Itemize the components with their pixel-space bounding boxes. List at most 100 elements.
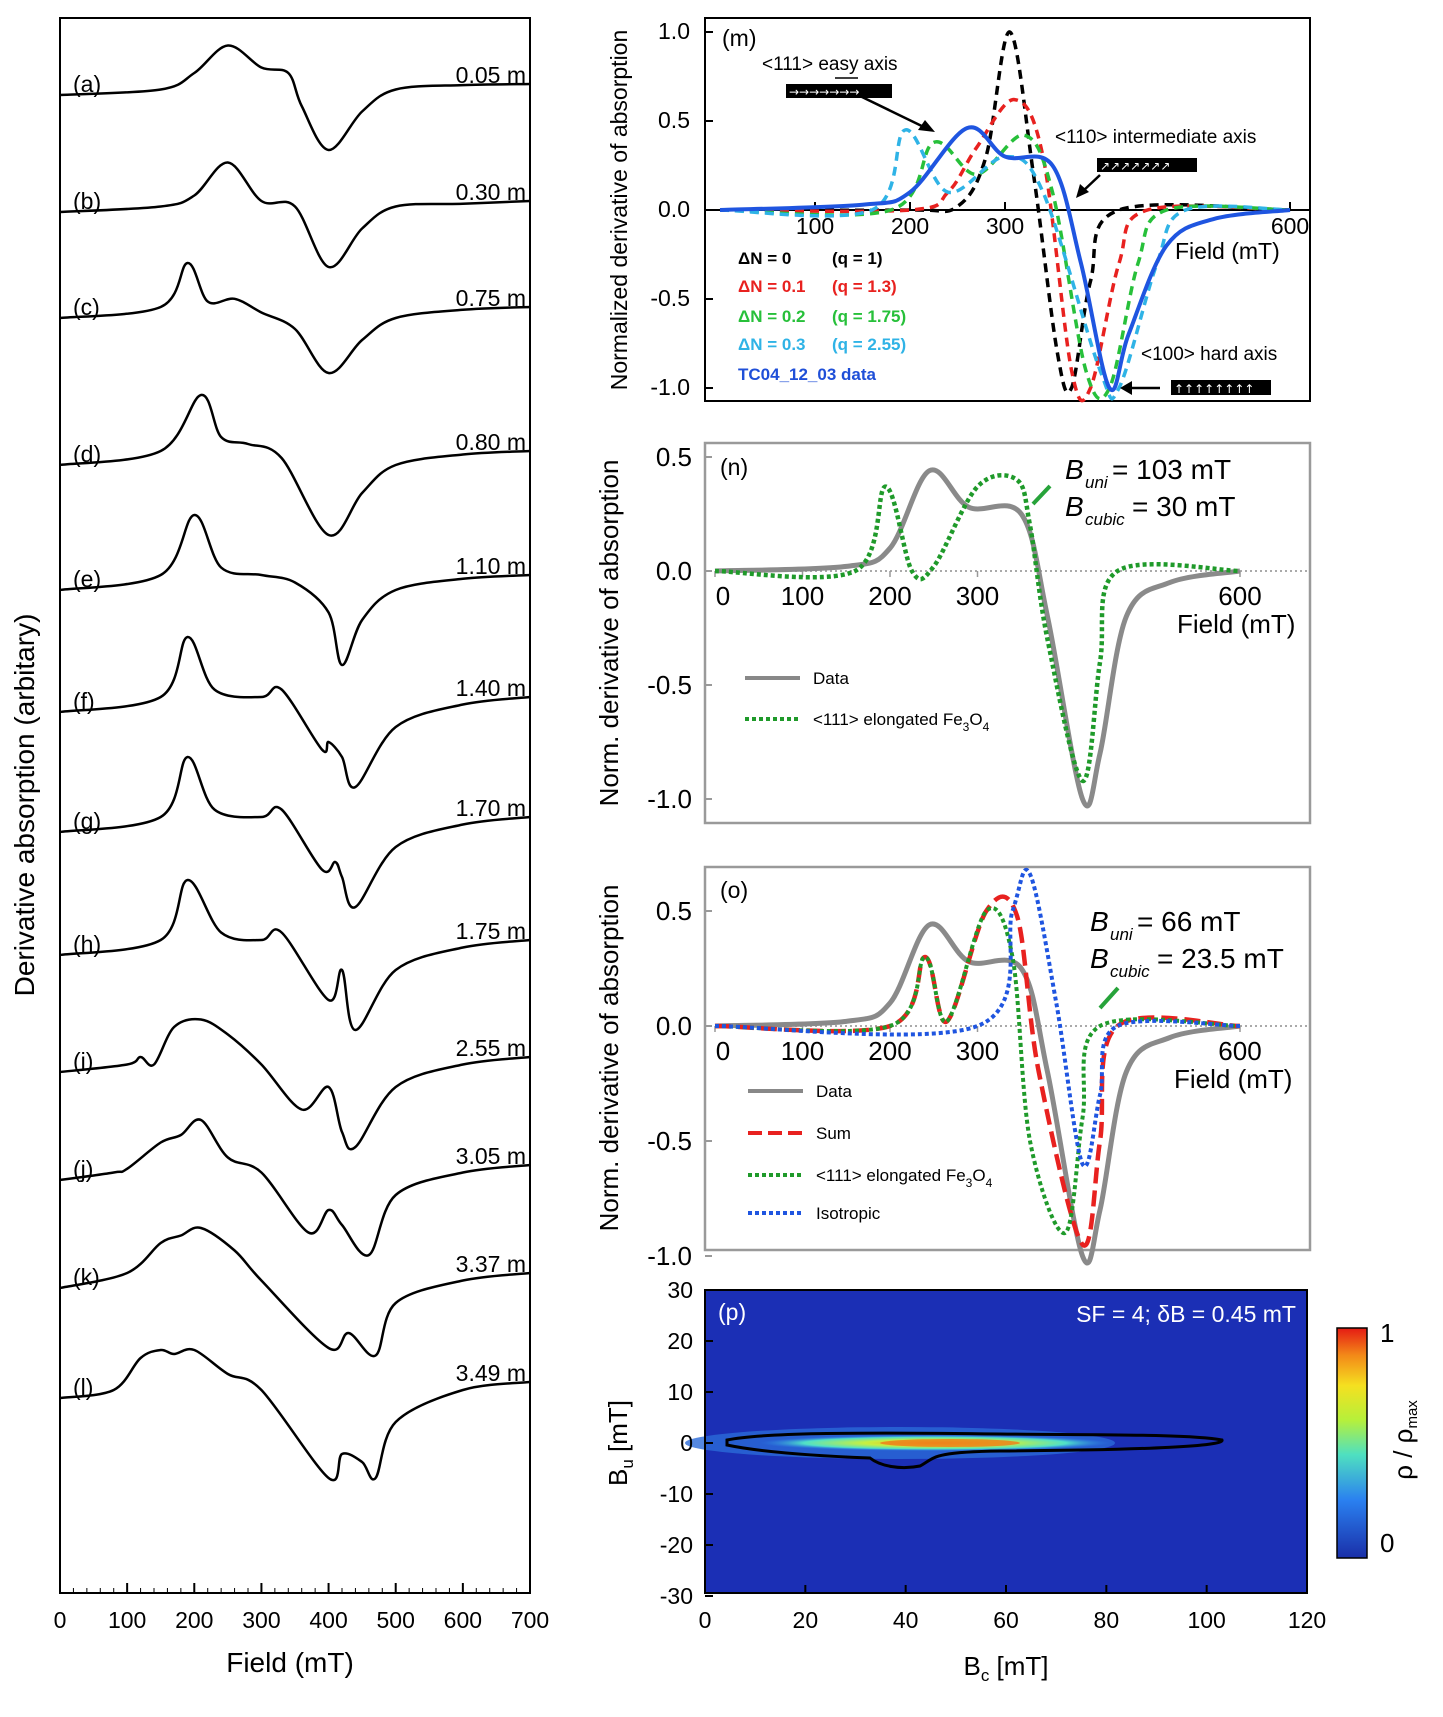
- panel-o-b-uni-value: = 66 mT: [1137, 906, 1240, 937]
- x-tick-label: 60: [993, 1607, 1019, 1633]
- panel-p-y-axis-label: Bu [mT]: [603, 1400, 637, 1486]
- easy-axis-arrows: →→→→→→→: [789, 85, 859, 99]
- spectrum-depth: 3.49 m: [456, 1360, 526, 1386]
- panel-m-label: (m): [722, 25, 756, 51]
- left-plot-frame: [59, 17, 531, 1594]
- panel-p-x-ticks: 0 20 40 60 80 100 120: [699, 1585, 1326, 1633]
- spectrum-line: [59, 1226, 531, 1358]
- spectrum-depth: 3.05 m: [456, 1143, 526, 1169]
- y-tick-label: 20: [667, 1328, 693, 1354]
- heatmap-peak: [880, 1439, 1020, 1447]
- spectrum-line: [59, 513, 531, 667]
- x-tick-label: 200: [868, 1036, 911, 1066]
- panel-o-y-axis-label: Norm. derivative of absorption: [594, 885, 624, 1232]
- legend-data-label: Data: [813, 669, 849, 688]
- y-tick-label: 1.0: [658, 18, 690, 44]
- panel-m-x-axis-label: Field (mT): [1175, 238, 1280, 264]
- left-y-axis-label: Derivative absorption (arbitary): [9, 614, 40, 997]
- spectrum-depth: 1.75 m: [456, 918, 526, 944]
- y-tick-label: -20: [660, 1532, 693, 1558]
- panel-o-label: (o): [720, 877, 748, 903]
- x-tick-label: 200: [891, 213, 929, 239]
- x-tick-label: 300: [986, 213, 1024, 239]
- panel-o-b-uni-symbol: B: [1090, 906, 1109, 937]
- panel-o-annotation-tick: [1098, 986, 1120, 1010]
- legend-fit-label: <111> elongated Fe3O4: [813, 710, 990, 734]
- panel-m-y-ticks: 1.0 0.5 0.0 -0.5 -1.0: [650, 18, 713, 400]
- panel-o-b-cubic: B cubic = 23.5 mT: [1090, 943, 1284, 981]
- x-tick-label: 600: [1218, 581, 1261, 611]
- series-line: [714, 473, 1241, 784]
- panel-n-frame: [703, 441, 1312, 825]
- x-tick-label: 100: [108, 1607, 146, 1633]
- panel-p-y-label-text: Bu [mT]: [603, 1400, 637, 1486]
- x-tick-label: 20: [793, 1607, 819, 1633]
- colorbar-min-label: 0: [1380, 1528, 1394, 1558]
- x-tick-label: 600: [1271, 213, 1309, 239]
- spectrum-depth: 1.40 m: [456, 675, 526, 701]
- x-tick-label: 200: [868, 581, 911, 611]
- panel-o-x-axis-label: Field (mT): [1174, 1064, 1292, 1094]
- left-x-ticks: 0 100 200 300 400 500 600 700: [54, 1583, 549, 1633]
- x-tick-label: 40: [893, 1607, 919, 1633]
- spectrum-depth: 2.55 m: [456, 1035, 526, 1061]
- hard-axis-bar: [1171, 380, 1271, 395]
- series-line: [714, 921, 1241, 1266]
- panel-n-b-uni: B uni = 103 mT: [1065, 454, 1231, 492]
- y-tick-label: -30: [660, 1583, 693, 1609]
- spectrum-letter: (l): [73, 1374, 93, 1400]
- heatmap-contour: [725, 1431, 1224, 1470]
- x-tick-label: 0: [54, 1607, 67, 1633]
- spectrum-letter: (h): [73, 931, 101, 957]
- x-tick-label: 400: [309, 1607, 347, 1633]
- panel-n-b-cubic-value: = 30 mT: [1132, 491, 1235, 522]
- panel-n-y-ticks: 0.5 0.0 -0.5 -1.0: [647, 442, 712, 814]
- x-tick-label: 600: [1218, 1036, 1261, 1066]
- panel-p-x-label-text: Bc [mT]: [963, 1651, 1048, 1685]
- spectrum-depth: 0.80 m: [456, 429, 526, 455]
- panel-o-b-cubic-sub: cubic: [1110, 962, 1150, 981]
- y-tick-label: -0.5: [650, 285, 690, 311]
- intermediate-axis-label: <110> intermediate axis: [1055, 127, 1256, 148]
- easy-axis-label: <111> easy axis: [762, 54, 898, 75]
- x-tick-label: 200: [175, 1607, 213, 1633]
- panel-m-legend-dn: ΔN = 0.3: [738, 335, 806, 354]
- hard-axis-arrows: ↑↑↑↑↑↑↑↑: [1174, 382, 1254, 396]
- y-tick-label: 0.0: [656, 1011, 692, 1041]
- y-tick-label: 0.0: [658, 196, 690, 222]
- spectrum-line: [59, 878, 531, 1032]
- panel-o-b-uni-sub: uni: [1110, 925, 1134, 944]
- spectrum-letter: (g): [73, 808, 101, 834]
- x-tick-label: 700: [511, 1607, 549, 1633]
- panel-m-legend-q: (q = 1.3): [832, 277, 897, 296]
- panel-m-legend-q: (q = 1.75): [832, 307, 906, 326]
- panel-n-annotation-tick: [1031, 484, 1052, 506]
- panel-m-series-line: [719, 97, 1291, 403]
- spectrum-letter: (i): [73, 1048, 93, 1074]
- x-tick-label: 100: [781, 1036, 824, 1066]
- x-tick-label: 300: [242, 1607, 280, 1633]
- spectrum-line: [59, 755, 531, 909]
- x-tick-label: 600: [444, 1607, 482, 1633]
- spectrum-depth: 0.75 m: [456, 285, 526, 311]
- panel-n-b-uni-sub: uni: [1085, 473, 1109, 492]
- spectrum-depth: 1.70 m: [456, 795, 526, 821]
- y-tick-label: -1.0: [647, 1241, 692, 1271]
- panel-n: 0.5 0.0 -0.5 -1.0 0 100 200 300 600 (n) Norm. d…: [594, 441, 1312, 825]
- colorbar-title: ρ / ρmax: [1388, 1400, 1421, 1480]
- legend-fit-label: <111> elongated Fe3O4: [816, 1166, 993, 1190]
- x-tick-label: 0: [699, 1607, 712, 1633]
- spectrum-line: [59, 1347, 531, 1482]
- panel-n-b-uni-symbol: B: [1065, 454, 1084, 485]
- panel-n-x-ticks: 0 100 200 300 600: [714, 571, 1262, 611]
- colorbar: [1336, 1327, 1368, 1559]
- panel-p-x-axis-label: Bc [mT]: [963, 1651, 1048, 1685]
- left-panel: 0 100 200 300 400 500 600 700 (a) 0.05 m (b) 0.30 …: [9, 17, 549, 1678]
- spectrum-line: [59, 161, 531, 269]
- intermediate-axis-bar: [1097, 158, 1197, 172]
- panel-m-legend-dn: ΔN = 0: [738, 249, 791, 268]
- colorbar-max-label: 1: [1380, 1318, 1394, 1348]
- spectrum-letter: (e): [73, 566, 101, 592]
- panel-m-legend-q: (q = 2.55): [832, 335, 906, 354]
